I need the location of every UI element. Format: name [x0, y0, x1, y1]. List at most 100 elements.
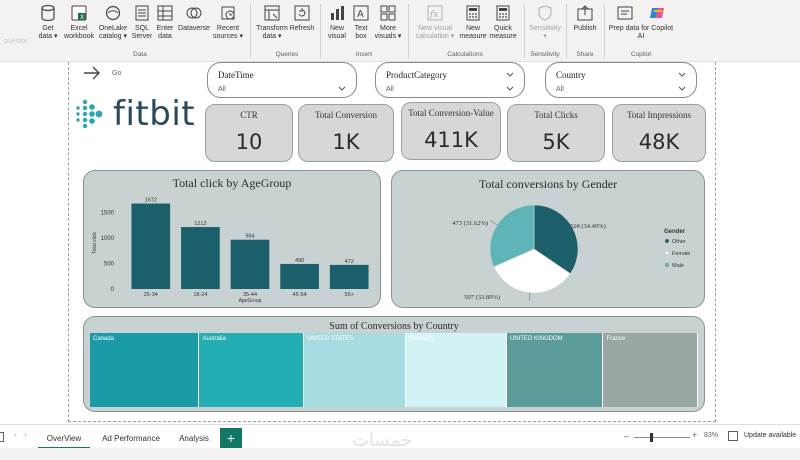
new-visual-calculation-button[interactable]: fx New visual calculation ▾ — [410, 4, 460, 50]
zoom-in-icon[interactable]: + — [692, 430, 698, 440]
slicer-datetime[interactable]: DateTime All — [207, 62, 357, 98]
get-data-button[interactable]: Get data ▾ — [30, 4, 66, 50]
tab-analysis[interactable]: Analysis — [179, 434, 209, 443]
watermark-logo: خمسات — [352, 430, 413, 451]
report-canvas-area: Go fitbit DateTime All ProductCategory A… — [0, 62, 800, 424]
zoom-slider[interactable] — [634, 433, 690, 442]
legend-item: Female — [672, 251, 690, 257]
kpi-value: 48K — [638, 130, 680, 154]
legend-item: Male — [672, 263, 684, 269]
fit-page-icon[interactable] — [728, 431, 738, 441]
prep-data-copilot-button[interactable]: Prep data for Copilot AI — [606, 4, 676, 50]
bar-data-label: 964 — [245, 234, 254, 240]
treemap-cell[interactable]: Canada — [90, 333, 200, 407]
onelake-catalog-button[interactable]: OneLake catalog ▾ — [96, 4, 130, 50]
tab-nav-icon[interactable] — [0, 432, 4, 442]
ribbon-separator — [320, 4, 321, 58]
chevron-down-icon[interactable] — [678, 71, 686, 79]
y-tick-label: 1000 — [101, 236, 115, 242]
bar — [280, 263, 319, 289]
dataverse-button[interactable]: Dataverse — [176, 4, 212, 50]
sql-server-button[interactable]: SQL Server — [128, 4, 156, 50]
y-axis-label: Total click — [92, 232, 98, 254]
chevron-down-icon[interactable] — [506, 71, 514, 79]
slicer-title: Country — [556, 70, 586, 80]
add-page-button[interactable]: + — [220, 428, 242, 448]
kpi-card-ctr[interactable]: CTR 10 — [205, 104, 293, 162]
shield-icon — [536, 4, 554, 22]
kpi-value: 1K — [332, 130, 360, 154]
bar — [181, 227, 220, 289]
kpi-card-total-impressions[interactable]: Total Impressions 48K — [612, 104, 706, 162]
refresh-button[interactable]: Refresh — [288, 4, 316, 50]
x-tick-label: 45-54 — [293, 292, 307, 298]
sensitivity-button[interactable]: Sensitivity ▾ — [526, 4, 564, 50]
pie-chart-panel[interactable]: Total conversions by Gender 516 (34.49%)… — [391, 170, 705, 308]
treemap-cell-label: UNITED KINGDOM — [509, 336, 563, 342]
legend-marker — [664, 262, 670, 268]
treemap-cell[interactable]: UNITED KINGDOM — [506, 333, 604, 407]
treemap-cell-label: Canada — [93, 336, 115, 342]
more-visuals-button[interactable]: More visuals ▾ — [372, 4, 404, 50]
quick-measure-button[interactable]: Quick measure — [488, 4, 518, 50]
kpi-card-total-conversion-value[interactable]: Total Conversion-Value 411K — [401, 102, 501, 160]
excel-workbook-button[interactable]: X Excel workbook — [62, 4, 96, 50]
new-measure-button[interactable]: New measure — [456, 4, 490, 50]
kpi-title: CTR — [240, 110, 258, 120]
chevron-down-icon[interactable] — [506, 85, 514, 93]
slicer-value: All — [556, 86, 564, 93]
report-page: Go fitbit DateTime All ProductCategory A… — [68, 62, 716, 422]
y-tick-label: 0 — [111, 287, 115, 293]
tab-ad-performance[interactable]: Ad Performance — [102, 434, 160, 443]
tab-overview[interactable]: OverView — [38, 429, 90, 449]
textbox-icon: A — [352, 4, 370, 22]
group-share-label: Share — [576, 51, 594, 58]
svg-text:A: A — [357, 9, 364, 20]
chevron-down-icon[interactable] — [678, 85, 686, 93]
group-copilot-label: Copilot — [630, 51, 652, 58]
chart-title: Sum of Conversions by Country — [329, 321, 459, 332]
legend-title: Gender — [664, 229, 686, 235]
treemap-cell-label: Germany — [409, 336, 435, 342]
transform-data-button[interactable]: Transform data ▾ — [254, 4, 290, 50]
fx-icon: fx — [426, 4, 444, 22]
visuals-icon — [379, 4, 397, 22]
enter-data-button[interactable]: Enter data — [152, 4, 178, 50]
tab-prev-icon[interactable]: ‹ — [14, 430, 17, 439]
treemap-cell[interactable]: UNITED STATES — [303, 333, 407, 407]
kpi-card-total-clicks[interactable]: Total Clicks 5K — [507, 104, 605, 162]
slicer-productcategory[interactable]: ProductCategory All — [375, 62, 525, 98]
go-label[interactable]: Go — [112, 70, 122, 77]
treemap-cell[interactable]: Australia — [199, 333, 304, 407]
zoom-out-icon[interactable]: – — [624, 431, 630, 441]
text-box-button[interactable]: A Text box — [348, 4, 374, 50]
copilot-icon — [648, 4, 666, 22]
treemap-cell[interactable]: France — [603, 333, 698, 407]
recent-sources-button[interactable]: Recent sources ▾ — [210, 4, 246, 50]
onelake-icon — [104, 4, 122, 22]
tab-next-icon[interactable]: › — [24, 430, 27, 439]
new-visual-button[interactable]: New visual — [322, 4, 352, 50]
ribbon-ghost-label: puestor — [4, 38, 28, 45]
publish-button[interactable]: Publish — [568, 4, 602, 50]
kpi-card-total-conversion[interactable]: Total Conversion 1K — [298, 104, 394, 162]
x-tick-label: 25-34 — [144, 292, 158, 298]
zoom-slider-thumb[interactable] — [650, 433, 653, 442]
transform-icon — [263, 4, 281, 22]
pie-leader-line — [529, 292, 531, 301]
group-insert-label: Insert — [355, 51, 373, 58]
slicer-value: All — [386, 86, 394, 93]
chevron-down-icon[interactable] — [338, 85, 346, 93]
bar-chart-panel[interactable]: Total click by AgeGroup Total click 0 500 1… — [83, 170, 381, 308]
bar-data-label: 472 — [345, 259, 354, 265]
database-icon — [39, 4, 57, 22]
treemap-panel[interactable]: Sum of Conversions by Country Canada Aust… — [83, 316, 705, 412]
kpi-title: Total Clicks — [534, 110, 578, 120]
update-available-text[interactable]: Update available — [744, 432, 797, 439]
arrow-right-icon[interactable] — [83, 66, 101, 80]
x-tick-label: 55+ — [345, 292, 354, 298]
calculator-icon — [494, 4, 512, 22]
treemap-cell[interactable]: Germany — [406, 333, 507, 407]
slicer-country[interactable]: Country All — [545, 62, 697, 98]
slicer-title: DateTime — [218, 70, 254, 80]
